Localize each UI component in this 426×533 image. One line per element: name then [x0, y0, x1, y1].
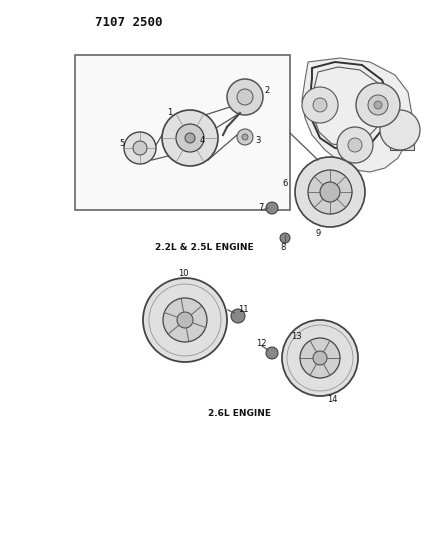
Circle shape	[281, 320, 357, 396]
Circle shape	[236, 129, 253, 145]
Text: 12: 12	[255, 340, 266, 349]
Text: 14: 14	[326, 395, 337, 405]
Text: 3: 3	[255, 135, 260, 144]
Text: 2.2L & 2.5L ENGINE: 2.2L & 2.5L ENGINE	[155, 244, 253, 253]
Circle shape	[265, 202, 277, 214]
Text: 5: 5	[119, 139, 124, 148]
Circle shape	[242, 134, 248, 140]
Text: 8: 8	[279, 244, 285, 253]
Text: 9: 9	[315, 229, 320, 238]
Text: 13: 13	[290, 333, 301, 342]
Circle shape	[312, 98, 326, 112]
Circle shape	[176, 124, 204, 152]
Circle shape	[347, 138, 361, 152]
Circle shape	[307, 170, 351, 214]
Circle shape	[265, 347, 277, 359]
Circle shape	[143, 278, 227, 362]
Circle shape	[161, 110, 218, 166]
Text: 7: 7	[258, 203, 263, 212]
PathPatch shape	[301, 58, 411, 172]
Circle shape	[124, 132, 155, 164]
Text: 10: 10	[177, 269, 188, 278]
Circle shape	[301, 87, 337, 123]
Circle shape	[312, 351, 326, 365]
Bar	[389, 120, 413, 150]
Text: 4: 4	[199, 135, 204, 144]
Circle shape	[294, 157, 364, 227]
Circle shape	[279, 233, 289, 243]
Circle shape	[177, 312, 193, 328]
Circle shape	[184, 133, 195, 143]
Circle shape	[367, 95, 387, 115]
Circle shape	[319, 182, 339, 202]
Circle shape	[379, 110, 419, 150]
Text: 6: 6	[282, 179, 287, 188]
Text: 7107 2500: 7107 2500	[95, 15, 162, 28]
Circle shape	[227, 79, 262, 115]
Text: 2: 2	[264, 85, 269, 94]
Circle shape	[336, 127, 372, 163]
Circle shape	[163, 298, 207, 342]
Text: 1: 1	[167, 108, 172, 117]
Bar	[75, 55, 289, 210]
Circle shape	[132, 141, 147, 155]
Circle shape	[230, 309, 245, 323]
Text: 2.6L ENGINE: 2.6L ENGINE	[207, 409, 271, 418]
Circle shape	[299, 338, 339, 378]
Circle shape	[373, 101, 381, 109]
Circle shape	[355, 83, 399, 127]
Circle shape	[236, 89, 253, 105]
Text: 11: 11	[237, 305, 248, 314]
